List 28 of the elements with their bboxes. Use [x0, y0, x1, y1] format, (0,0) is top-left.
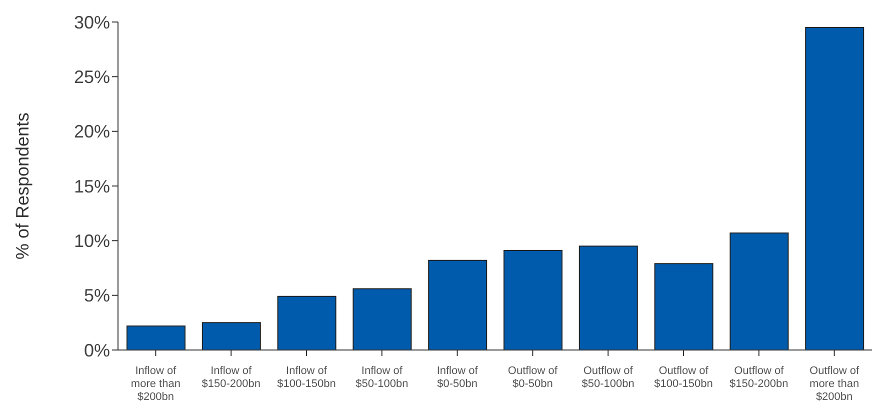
y-tick-label: 25% — [74, 67, 110, 88]
bar — [578, 246, 638, 350]
bar — [428, 260, 488, 350]
x-tick-label: Inflow of $150-200bn — [202, 365, 260, 390]
y-tick-label: 20% — [74, 122, 110, 142]
x-tick-label: Outflow of more than $200bn — [810, 365, 860, 403]
x-tick-label: Inflow of $0-50bn — [436, 365, 479, 390]
y-tick-label: 15% — [74, 176, 110, 196]
y-tick-label: 0% — [84, 340, 110, 360]
x-tick-label: Outflow of $50-100bn — [582, 365, 634, 390]
y-axis-title: % of Respondents — [12, 112, 32, 260]
bar — [202, 322, 261, 350]
bar — [654, 263, 714, 350]
bar — [352, 288, 412, 350]
y-tick-label: 10% — [74, 231, 110, 252]
bar — [504, 250, 562, 350]
x-tick-label: Inflow of more than $200bn — [130, 365, 180, 403]
x-tick-label: Outflow of $150-200bn — [730, 365, 788, 390]
bar — [277, 296, 336, 350]
x-tick-label: Inflow of $100-150bn — [277, 365, 336, 390]
x-tick-label: Outflow of $100-150bn — [654, 365, 713, 390]
y-tick-label: 5% — [84, 286, 110, 306]
x-tick-label: Inflow of $50-100bn — [356, 365, 408, 390]
x-tick-label: Outflow of $0-50bn — [508, 365, 558, 390]
bar — [805, 26, 864, 350]
y-tick-label: 30% — [74, 12, 110, 32]
bar — [730, 232, 789, 350]
bar — [126, 325, 186, 350]
